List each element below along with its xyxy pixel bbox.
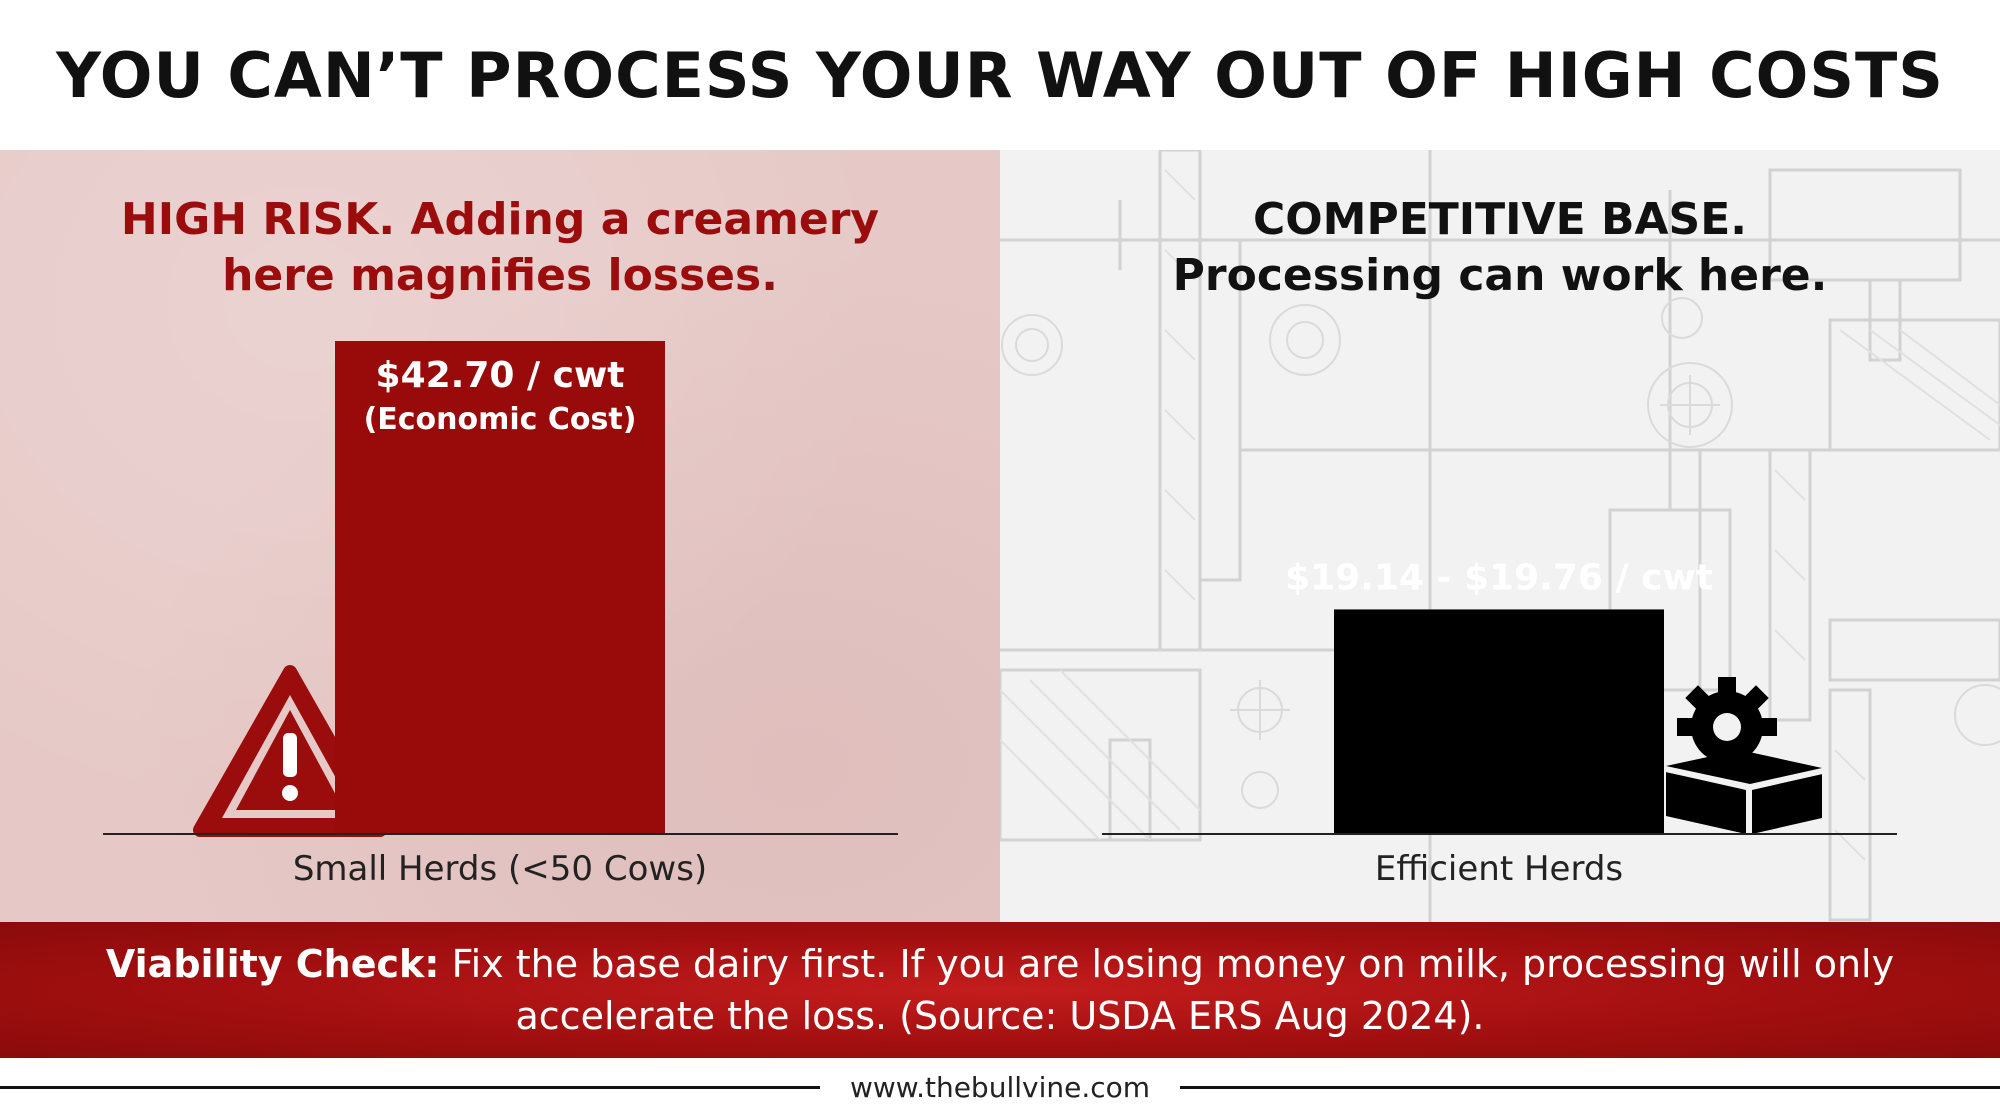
left-chart: $42.70 / cwt (Economic Cost) Small Herds … xyxy=(103,341,898,889)
data-label-efficient-herds-value: $19.14 - $19.76 / cwt xyxy=(1285,557,1713,598)
bar-small-herds xyxy=(335,341,665,834)
viability-check-lead: Viability Check: xyxy=(105,942,440,986)
viability-check-banner: Viability Check: Fix the base dairy firs… xyxy=(0,922,2000,1058)
right-headline: COMPETITIVE BASE. Processing can work he… xyxy=(1000,192,2000,304)
page-title: YOU CAN’T PROCESS YOUR WAY OUT OF HIGH C… xyxy=(56,38,1944,112)
viability-check-text: Viability Check: Fix the base dairy firs… xyxy=(50,938,1950,1042)
data-label-small-herds-note: (Economic Cost) xyxy=(364,402,637,437)
title-band: YOU CAN’T PROCESS YOUR WAY OUT OF HIGH C… xyxy=(0,0,2000,150)
gear-box-icon xyxy=(1665,677,1823,834)
left-headline-line1: HIGH RISK. Adding a creamery xyxy=(120,194,880,245)
right-headline-line1: COMPETITIVE BASE. xyxy=(1252,194,1748,245)
left-headline-line2: here magnifies losses. xyxy=(222,250,778,301)
category-label-small-herds: Small Herds (<50 Cows) xyxy=(293,849,707,889)
website-rule-right xyxy=(1180,1085,2000,1089)
website-rule-left xyxy=(0,1085,820,1089)
right-headline-line2: Processing can work here. xyxy=(1172,250,1828,301)
website-row: www.thebullvine.com xyxy=(0,1058,2000,1116)
bar-efficient-herds xyxy=(1334,609,1664,834)
left-panel: HIGH RISK. Adding a creamery here magnif… xyxy=(0,150,1000,922)
viability-check-body: Fix the base dairy first. If you are los… xyxy=(451,942,1895,1038)
left-headline: HIGH RISK. Adding a creamery here magnif… xyxy=(0,192,1000,304)
website-url: www.thebullvine.com xyxy=(849,1070,1151,1104)
category-label-efficient-herds: Efficient Herds xyxy=(1375,849,1623,889)
right-panel: COMPETITIVE BASE. Processing can work he… xyxy=(1000,150,2000,922)
data-label-small-herds-value: $42.70 / cwt xyxy=(376,355,625,396)
right-chart: $19.14 - $19.76 / cwt Efficient Herds xyxy=(1102,557,1897,889)
